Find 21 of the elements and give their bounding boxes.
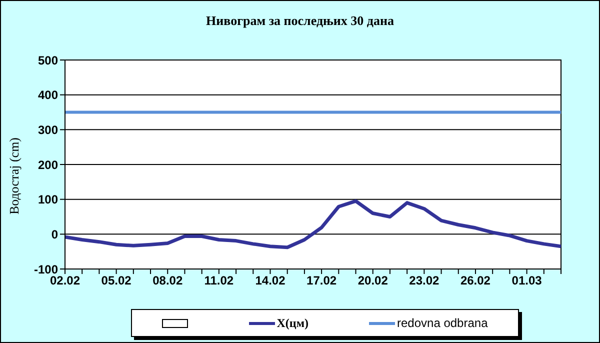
y-tick-label: 200 (38, 158, 58, 172)
x-tick-label: 20.02 (358, 274, 388, 288)
x-tick-label: 11.02 (204, 274, 234, 288)
y-tick-label: 300 (38, 122, 58, 137)
y-tick-label: 500 (38, 53, 58, 68)
x-tick-label: 08.02 (152, 274, 183, 288)
x-tick-label: 02.02 (50, 274, 80, 288)
y-axis-title: Водостај (cm) (6, 137, 22, 214)
x-tick-label: 26.02 (460, 274, 491, 288)
chart-title: Нивограм за последњих 30 дана (205, 13, 395, 29)
x-tick-label: 01.03 (512, 274, 542, 288)
y-tick-label: 400 (38, 88, 58, 102)
legend-label: X(цм) (276, 316, 308, 330)
y-tick-label: -100 (34, 262, 58, 276)
y-tick-label: 100 (38, 192, 58, 207)
x-tick-label: 17.02 (306, 274, 337, 288)
x-tick-label: 23.02 (409, 274, 440, 288)
y-tick-label: 0 (51, 227, 58, 242)
x-tick-label: 05.02 (101, 274, 132, 288)
x-tick-label: 14.02 (255, 274, 286, 288)
legend-label: redovna odbrana (397, 316, 488, 330)
